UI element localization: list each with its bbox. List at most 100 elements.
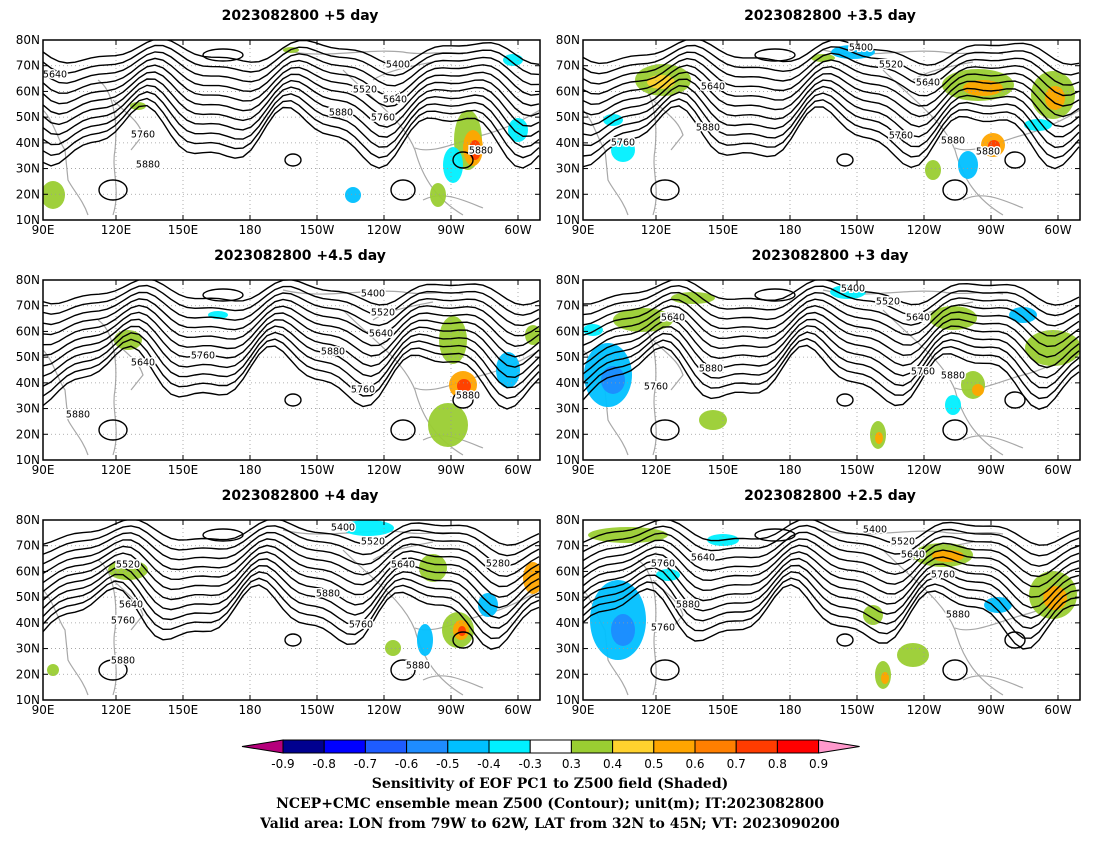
z500-contour <box>583 64 1080 107</box>
coastline <box>583 109 629 216</box>
map-panel-content: 5400 5520 5640 5640 5880 5760 5760 5880 5880 <box>583 40 1080 220</box>
contour-label: 5760 <box>651 623 675 634</box>
z500-closed-contour <box>942 419 968 441</box>
sensitivity-shading <box>611 614 635 646</box>
lat-label: 20N <box>556 187 580 201</box>
z500-closed-contour <box>754 48 796 62</box>
caption-line-3: Valid area: LON from 79W to 62W, LAT fro… <box>260 816 840 832</box>
contour-label: 5880 <box>946 610 970 621</box>
sensitivity-shading <box>603 114 623 126</box>
lat-label: 80N <box>16 33 40 47</box>
lon-label: 90W <box>977 223 1004 237</box>
contour-label: 5760 <box>351 385 375 396</box>
z500-contour <box>583 71 1080 118</box>
z500-contour <box>583 564 1080 619</box>
lat-label: 60N <box>556 564 580 578</box>
contour-label: 5640 <box>691 553 715 564</box>
contour-label: 5640 <box>131 358 155 369</box>
lat-label: 60N <box>16 84 40 98</box>
lon-label: 150E <box>708 223 739 237</box>
z500-contour <box>583 337 1080 400</box>
colorbar-tick-label: -0.8 <box>312 757 335 771</box>
colorbar-swatch <box>776 739 820 754</box>
lon-label: 60W <box>504 223 531 237</box>
lon-label: 180 <box>779 463 802 477</box>
map-panel-content: 5400 5520 5640 5640 5760 5880 5760 5880 5880 <box>43 280 540 460</box>
lon-label: 120E <box>641 463 672 477</box>
lat-label: 70N <box>16 299 40 313</box>
z500-contour <box>43 531 540 567</box>
colorbar-swatch <box>323 739 366 754</box>
lon-label: 150E <box>168 703 199 717</box>
contour-label: 5520 <box>353 85 377 96</box>
coastline <box>112 99 144 151</box>
z500-closed-contour <box>650 419 680 441</box>
z500-contour <box>583 44 1080 77</box>
sensitivity-shading <box>385 640 401 656</box>
contour-label: 5880 <box>469 146 493 157</box>
z500-closed-contour <box>284 153 302 167</box>
lon-label: 90W <box>437 223 464 237</box>
colorbar: -0.9 -0.8 -0.7 -0.6 -0.5 -0.4 -0.3 0.3 0.4 0.5 0.6… <box>241 739 860 771</box>
contour-label: 5640 <box>901 550 925 561</box>
coastline <box>422 675 484 689</box>
lat-label: 70N <box>16 59 40 73</box>
z500-contour <box>43 325 540 379</box>
lon-label: 150W <box>840 703 875 717</box>
map-frame <box>42 39 541 221</box>
lon-label: 90E <box>32 223 55 237</box>
map-panel-6: 5400 5520 5640 5640 5760 5760 5880 5880 5760 80N 7… <box>556 513 1081 717</box>
lat-label: 20N <box>556 667 580 681</box>
z500-contour <box>43 345 540 410</box>
coastline <box>652 99 684 151</box>
colorbar-swatch <box>653 739 696 754</box>
colorbar-swatch <box>406 739 449 754</box>
lon-label: 90E <box>32 703 55 717</box>
z500-closed-contour <box>390 179 416 201</box>
lat-label: 30N <box>16 642 40 656</box>
sensitivity-shading <box>972 384 984 396</box>
lon-label: 120W <box>367 223 402 237</box>
colorbar-swatch <box>488 739 531 754</box>
lat-label: 80N <box>556 273 580 287</box>
sensitivity-shading <box>43 181 65 209</box>
z500-contour <box>43 558 540 609</box>
lon-label: 150E <box>708 703 739 717</box>
z500-contour <box>583 571 1080 630</box>
lat-label: 30N <box>16 402 40 416</box>
lon-label: 120E <box>101 463 132 477</box>
lon-label: 90E <box>572 223 595 237</box>
z500-contour <box>583 298 1080 337</box>
contour-label: 5760 <box>371 113 395 124</box>
z500-closed-contour <box>1004 631 1026 649</box>
sensitivity-shading <box>897 643 929 667</box>
contour-label: 5760 <box>131 130 155 141</box>
lon-label: 180 <box>239 463 262 477</box>
contour-label: 5520 <box>891 537 915 548</box>
map-panel-1: 5640 5400 5520 5640 5760 5880 5760 5880 5880 80N 7… <box>16 33 541 237</box>
contour-label: 5760 <box>931 570 955 581</box>
colorbar-left-arrow <box>241 739 284 754</box>
contour-label: 5880 <box>941 136 965 147</box>
lon-label: 90E <box>572 463 595 477</box>
contour-label: 5400 <box>386 60 410 71</box>
colorbar-tick-label: 0.6 <box>685 757 704 771</box>
z500-contour <box>583 57 1080 97</box>
lon-label: 60W <box>504 463 531 477</box>
lon-label: 120W <box>907 223 942 237</box>
z500-closed-contour <box>98 659 128 681</box>
colorbar-swatch <box>364 739 408 754</box>
lon-label: 150W <box>840 223 875 237</box>
colorbar-tick-label: 0.4 <box>603 757 622 771</box>
contour-label: 5760 <box>349 620 373 631</box>
z500-contour <box>43 304 540 348</box>
lat-label: 10N <box>556 213 580 227</box>
lat-label: 10N <box>16 213 40 227</box>
z500-contour <box>583 51 1080 87</box>
sensitivity-shading <box>439 316 467 364</box>
contour-label: 5760 <box>889 131 913 142</box>
z500-closed-contour <box>98 179 128 201</box>
panel-title: 2023082800 +3 day <box>752 248 909 264</box>
coastline <box>97 559 117 696</box>
